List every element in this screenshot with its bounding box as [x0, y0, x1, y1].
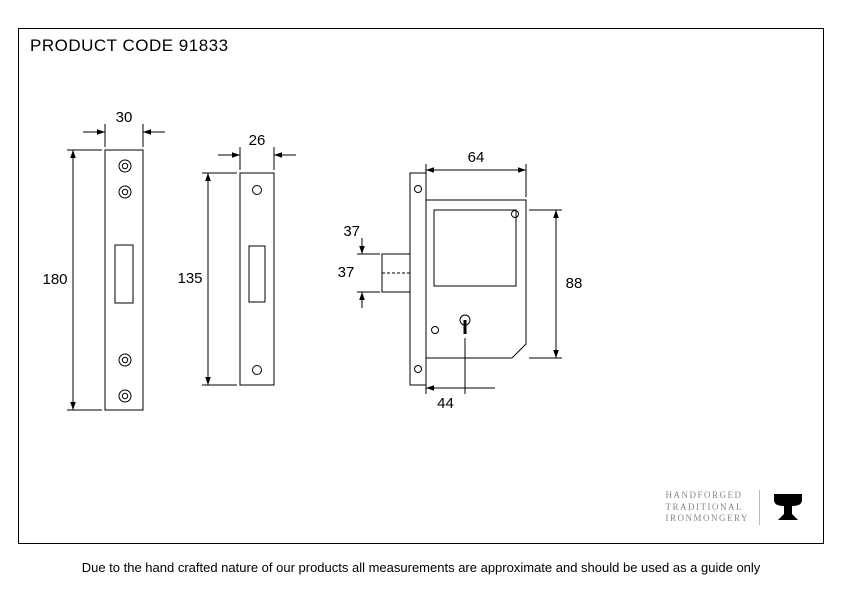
svg-text:37: 37	[338, 264, 355, 281]
brand-line3: IRONMONGERY	[665, 513, 749, 525]
svg-text:26: 26	[249, 132, 266, 149]
svg-text:30: 30	[116, 109, 133, 126]
svg-text:135: 135	[177, 270, 202, 287]
brand-line2: TRADITIONAL	[665, 502, 749, 514]
footer-disclaimer: Due to the hand crafted nature of our pr…	[0, 560, 842, 575]
svg-text:37: 37	[343, 223, 360, 240]
svg-text:180: 180	[42, 271, 67, 288]
anvil-icon	[770, 486, 810, 526]
brand-line1: HANDFORGED	[665, 490, 749, 502]
svg-text:44: 44	[437, 395, 454, 412]
svg-text:88: 88	[566, 275, 583, 292]
svg-text:64: 64	[468, 149, 485, 166]
brand-text: HANDFORGED TRADITIONAL IRONMONGERY	[665, 490, 760, 525]
